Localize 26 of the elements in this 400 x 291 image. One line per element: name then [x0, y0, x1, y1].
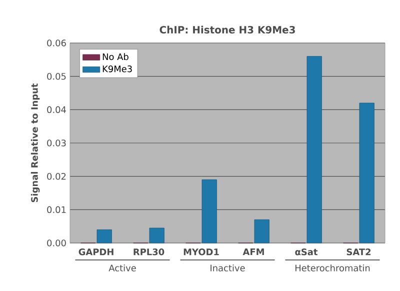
y-axis-title: Signal Relative to Input — [30, 83, 40, 202]
bar — [359, 102, 374, 244]
text: Inactive — [210, 264, 245, 272]
y-tick-label: 0.01 — [47, 206, 66, 214]
y-tick-label: 0.04 — [47, 106, 66, 114]
x-tick-label: GAPDH — [78, 248, 114, 256]
text: Heterochromatin — [295, 264, 370, 272]
legend-label: K9Me3 — [102, 65, 132, 72]
y-tick-label: 0.03 — [47, 140, 66, 146]
bar — [149, 228, 164, 244]
x-tick-label: RPL30 — [134, 248, 164, 256]
x-tick-label: MYOD1 — [184, 248, 219, 256]
x-tick-label: AFM — [242, 248, 264, 256]
legend-label: No Ab — [102, 53, 128, 60]
text: Active — [108, 264, 136, 272]
bar — [306, 56, 322, 244]
x-tick-label: SAT2 — [346, 248, 371, 256]
bar — [254, 219, 270, 244]
y-tick-label: 0.02 — [47, 172, 66, 180]
y-tick-label: 0.05 — [47, 72, 66, 80]
bar — [96, 229, 112, 244]
chart-title: ChIP: Histone H3 K9Me3 — [160, 26, 295, 34]
y-tick-label: 0.00 — [47, 240, 66, 246]
bar — [202, 179, 217, 244]
x-tick-label: αSat — [295, 248, 318, 256]
y-tick-label: 0.06 — [47, 40, 66, 46]
